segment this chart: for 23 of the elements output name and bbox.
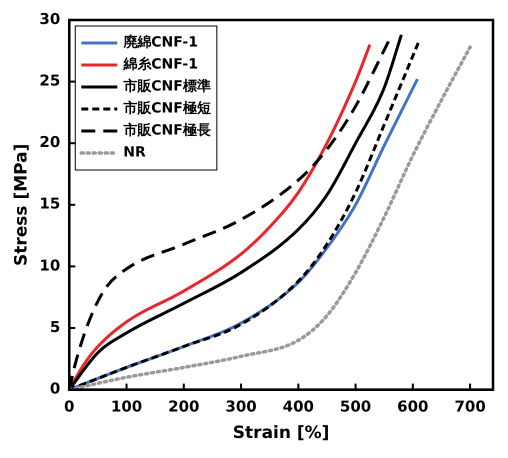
legend-label: NR — [123, 144, 146, 161]
legend-label: 市販CNF極短 — [122, 100, 211, 117]
y-tick-label: 5 — [50, 318, 60, 336]
x-tick-label: 100 — [110, 397, 142, 416]
x-tick-label: 400 — [282, 397, 314, 416]
y-axis-title: Stress [MPa] — [12, 144, 32, 266]
y-tick-label: 20 — [39, 133, 60, 152]
legend-label: 綿糸CNF-1 — [122, 56, 198, 73]
x-tick-label: 700 — [454, 397, 486, 416]
y-tick-label: 0 — [50, 379, 60, 398]
legend-label: 廃綿CNF-1 — [122, 34, 198, 51]
x-tick-label: 500 — [340, 397, 372, 416]
y-tick-label: 30 — [39, 10, 60, 28]
y-tick-label: 25 — [39, 71, 60, 90]
x-tick-label: 300 — [225, 397, 257, 416]
y-tick-label: 15 — [39, 194, 60, 213]
x-tick-label: 600 — [397, 397, 428, 416]
legend-label: 市販CNF極長 — [122, 122, 211, 139]
x-tick-label: 200 — [168, 397, 200, 416]
x-axis-title: Strain [%] — [232, 423, 330, 444]
legend-label: 市販CNF標準 — [122, 78, 211, 95]
x-tick-label: 0 — [64, 397, 74, 416]
y-tick-label: 10 — [39, 256, 60, 274]
